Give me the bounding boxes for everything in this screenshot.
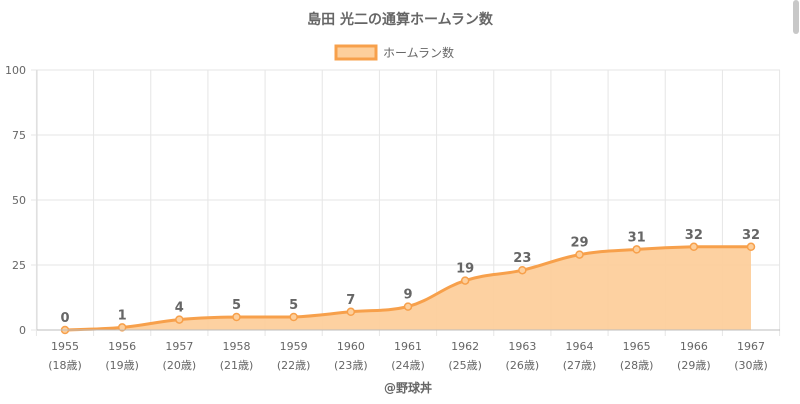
- x-tick-label: 1960: [337, 340, 365, 353]
- x-tick-label: 1961: [394, 340, 422, 353]
- data-point: [232, 312, 241, 322]
- data-label: 9: [403, 288, 412, 303]
- data-label: 0: [60, 311, 69, 326]
- x-tick-sublabel: (27歳): [563, 359, 597, 372]
- data-label: 19: [456, 262, 474, 277]
- y-tick-label: 25: [12, 259, 26, 272]
- data-label: 31: [628, 230, 646, 245]
- data-point: [746, 242, 756, 252]
- x-tick-sublabel: (23歳): [334, 359, 368, 372]
- x-tick-label: 1963: [508, 340, 536, 353]
- x-tick-label: 1967: [737, 340, 765, 353]
- x-tick-sublabel: (21歳): [220, 359, 254, 372]
- x-tick-sublabel: (19歳): [105, 359, 139, 372]
- x-tick-sublabel: (28歳): [620, 359, 654, 372]
- x-tick-sublabel: (29歳): [677, 359, 711, 372]
- x-tick-label: 1966: [680, 340, 708, 353]
- data-label: 32: [742, 228, 760, 243]
- data-point: [403, 302, 413, 311]
- data-point: [175, 315, 184, 324]
- data-point: [575, 250, 584, 259]
- x-tick-sublabel: (22歳): [277, 359, 311, 372]
- data-label: 29: [570, 236, 588, 251]
- x-tick-sublabel: (30歳): [734, 359, 768, 372]
- y-tick-label: 0: [19, 324, 26, 337]
- x-tick-label: 1956: [108, 340, 136, 353]
- data-point: [289, 312, 298, 322]
- data-label: 5: [232, 298, 241, 313]
- x-tick-sublabel: (18歳): [48, 359, 82, 372]
- data-point: [117, 323, 127, 332]
- data-label: 4: [175, 301, 184, 316]
- x-tick-sublabel: (26歳): [506, 359, 540, 372]
- data-label: 32: [685, 228, 703, 243]
- x-tick-label: 1957: [165, 340, 193, 353]
- series-area: [65, 246, 751, 330]
- legend-swatch: [334, 44, 378, 61]
- x-tick-label: 1964: [566, 340, 594, 353]
- data-point: [632, 245, 641, 254]
- y-tick-label: 100: [5, 64, 26, 77]
- scrollbar-thumb[interactable]: [793, 0, 799, 34]
- y-tick-label: 75: [12, 129, 26, 142]
- x-tick-label: 1958: [223, 340, 251, 353]
- data-label: 1: [118, 308, 127, 323]
- legend-label: ホームラン数: [383, 45, 454, 60]
- data-point: [346, 307, 356, 317]
- x-tick-label: 1959: [280, 340, 308, 353]
- data-label: 5: [289, 298, 298, 313]
- x-tick-sublabel: (24歳): [391, 359, 425, 372]
- x-tick-label: 1962: [451, 340, 479, 353]
- x-tick-label: 1955: [51, 340, 79, 353]
- footer-credit: @野球丼: [384, 380, 432, 395]
- data-point: [518, 265, 527, 275]
- x-tick-sublabel: (20歳): [163, 359, 197, 372]
- x-tick-sublabel: (25歳): [448, 359, 482, 372]
- data-label: 23: [513, 251, 531, 266]
- y-tick-label: 50: [12, 194, 26, 207]
- x-tick-label: 1965: [623, 340, 651, 353]
- data-point: [689, 242, 699, 252]
- data-point: [460, 276, 470, 285]
- legend[interactable]: ホームラン数: [334, 44, 454, 61]
- data-label: 7: [346, 293, 355, 308]
- chart-title: 島田 光二の通算ホームラン数: [307, 11, 494, 28]
